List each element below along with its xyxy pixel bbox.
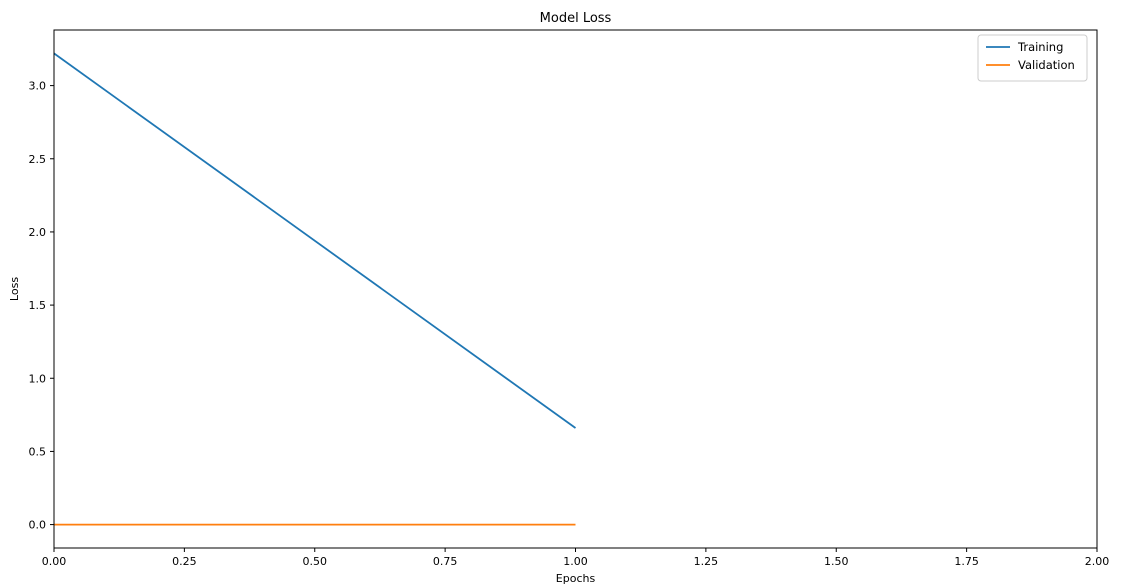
y-tick-label: 3.0 [29,80,47,93]
y-axis-label: Loss [8,277,21,301]
x-tick-label: 0.25 [172,555,197,568]
x-axis-label: Epochs [556,572,596,585]
legend-label-training: Training [1017,40,1063,54]
y-tick-label: 0.0 [29,519,47,532]
y-tick-label: 0.5 [29,445,47,458]
y-tick-label: 2.0 [29,226,47,239]
x-tick-label: 1.00 [563,555,588,568]
y-tick-label: 1.5 [29,299,47,312]
x-tick-label: 1.25 [694,555,719,568]
plot-frame [53,29,1098,549]
plot-lines [53,52,577,526]
legend-label-validation: Validation [1018,58,1075,72]
x-axis: 0.00 0.25 0.50 0.75 1.00 1.25 1.50 1.75 2.00 [42,548,1110,568]
x-tick-label: 1.50 [824,555,849,568]
chart-title: Model Loss [540,11,612,26]
y-tick-label: 1.0 [29,372,47,385]
x-tick-label: 0.50 [303,555,328,568]
y-axis: 0.0 0.5 1.0 1.5 2.0 2.5 3.0 [29,80,54,532]
y-tick-label: 2.5 [29,153,47,166]
x-tick-label: 2.00 [1085,555,1110,568]
x-tick-label: 0.00 [42,555,67,568]
x-tick-label: 0.75 [433,555,458,568]
x-tick-label: 1.75 [954,555,979,568]
legend: Training Validation [977,34,1088,82]
series-line-training [53,52,577,429]
